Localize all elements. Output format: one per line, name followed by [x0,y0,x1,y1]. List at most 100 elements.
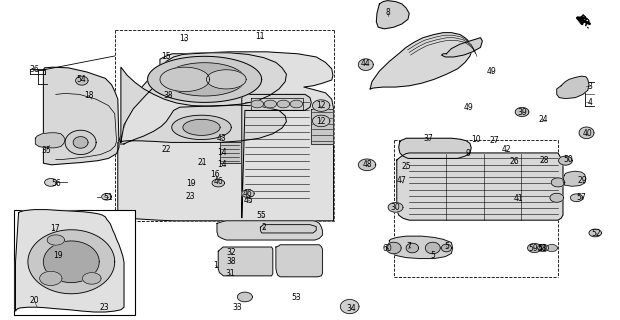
Polygon shape [218,247,273,276]
Text: 2: 2 [261,223,266,232]
Text: 35: 35 [42,146,51,155]
Text: 15: 15 [161,52,171,60]
Polygon shape [164,63,245,96]
Text: 44: 44 [361,59,371,68]
Text: 4: 4 [588,98,593,107]
Polygon shape [538,244,549,252]
Polygon shape [76,76,88,85]
Text: 43: 43 [216,134,226,143]
Text: 47: 47 [396,176,406,185]
Polygon shape [212,179,224,187]
Polygon shape [206,70,246,89]
Text: 19: 19 [53,252,63,260]
Text: 17: 17 [50,224,60,233]
Text: 46: 46 [242,189,252,198]
Polygon shape [242,190,254,197]
Polygon shape [358,59,373,70]
Polygon shape [386,242,401,254]
Text: 42: 42 [502,145,512,154]
Text: 55: 55 [257,211,267,220]
Polygon shape [441,38,482,57]
Polygon shape [237,292,252,302]
Polygon shape [589,229,601,237]
Polygon shape [118,52,334,221]
Polygon shape [570,194,583,202]
Polygon shape [397,153,563,220]
Text: 41: 41 [513,194,523,203]
Text: 12: 12 [316,101,326,110]
Polygon shape [312,115,330,127]
Polygon shape [551,178,565,187]
Text: 11: 11 [255,32,265,41]
Text: 21: 21 [197,158,207,167]
Text: 20: 20 [29,296,39,305]
Polygon shape [370,33,472,89]
Text: 28: 28 [539,156,549,164]
Text: 22: 22 [161,145,171,154]
Polygon shape [388,203,403,212]
Polygon shape [579,127,594,139]
Polygon shape [546,244,557,252]
Polygon shape [389,236,453,259]
Text: 3: 3 [588,82,593,91]
Polygon shape [276,245,322,277]
Polygon shape [515,108,529,116]
Polygon shape [102,194,112,200]
Text: 23: 23 [185,192,195,201]
Polygon shape [277,100,290,108]
Text: 34: 34 [346,304,356,313]
Polygon shape [47,235,64,245]
Text: 46: 46 [213,177,223,186]
Polygon shape [73,137,88,148]
Text: 12: 12 [316,117,326,126]
Text: 5: 5 [444,242,449,251]
Text: 30: 30 [390,203,400,212]
Polygon shape [559,156,572,165]
Bar [14,210,135,315]
Text: 14: 14 [217,148,227,156]
Polygon shape [82,273,101,284]
Text: FR.: FR. [575,13,593,31]
Text: 5: 5 [430,252,435,260]
Text: 24: 24 [539,115,549,124]
Text: 16: 16 [210,170,220,179]
Polygon shape [43,67,119,165]
Text: 41: 41 [538,244,547,252]
Polygon shape [172,115,231,140]
Text: 56: 56 [51,179,61,188]
Text: 1: 1 [213,261,218,270]
Polygon shape [260,225,316,233]
Polygon shape [43,241,99,283]
Text: 14: 14 [217,160,227,169]
Polygon shape [376,1,409,29]
Text: 19: 19 [186,179,196,188]
Text: 13: 13 [179,34,189,43]
Polygon shape [28,230,115,294]
Polygon shape [340,300,359,314]
Text: 58: 58 [538,244,547,252]
Polygon shape [118,105,286,144]
Polygon shape [16,210,124,312]
Text: 60: 60 [383,244,392,252]
Polygon shape [399,138,471,158]
Polygon shape [35,133,65,148]
Text: 49: 49 [463,103,473,112]
Polygon shape [557,76,589,99]
Text: 52: 52 [591,229,601,238]
Text: 54: 54 [76,75,86,84]
Text: 40: 40 [582,129,592,138]
Text: 9: 9 [466,149,471,158]
Polygon shape [406,243,419,253]
Text: 57: 57 [577,193,587,202]
Polygon shape [290,100,303,108]
Polygon shape [251,100,264,108]
Text: 48: 48 [363,160,373,169]
Text: 18: 18 [84,91,94,100]
Text: 33: 33 [232,303,242,312]
Polygon shape [160,67,210,92]
Text: 8: 8 [385,8,390,17]
Text: 45: 45 [243,196,253,204]
Polygon shape [425,242,440,254]
Text: 51: 51 [104,193,113,202]
Text: 23: 23 [99,303,109,312]
